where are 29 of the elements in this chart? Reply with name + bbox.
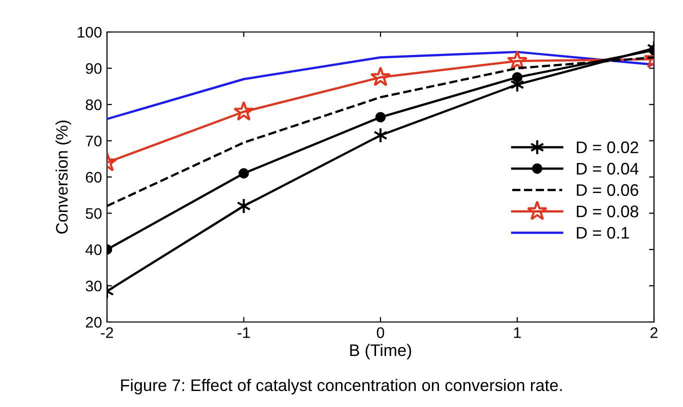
legend-label: D = 0.08 <box>576 206 638 218</box>
point <box>233 100 254 121</box>
y-tick-label: 100 <box>78 26 102 38</box>
legend-label: D = 0.06 <box>576 184 638 196</box>
x-tick-label: -1 <box>238 327 250 338</box>
y-tick-label: 60 <box>86 172 102 183</box>
y-tick-label: 40 <box>86 244 102 256</box>
point <box>370 66 391 86</box>
y-axis-title: Conversion (%) <box>56 120 72 234</box>
x-tick-label: -2 <box>100 327 114 338</box>
legend-label: D = 0.02 <box>576 141 638 154</box>
x-tick-label: 2 <box>650 327 658 338</box>
x-tick-label: 1 <box>514 327 521 338</box>
y-tick-label: 80 <box>86 99 102 110</box>
x-axis-title: B (Time) <box>350 344 412 360</box>
legend-label: D = 0.1 <box>576 226 629 239</box>
y-tick-label: 20 <box>86 316 102 328</box>
y-tick-label: 50 <box>86 208 102 219</box>
point <box>236 198 251 214</box>
y-tick-label: 70 <box>86 136 102 146</box>
point <box>506 50 528 70</box>
legend-label: D = 0.04 <box>576 162 639 175</box>
point <box>375 112 386 122</box>
x-tick-label: 0 <box>376 327 384 338</box>
line-series <box>107 50 654 120</box>
y-tick-label: 30 <box>86 280 102 292</box>
caption: Figure 7: Effect of catalyst concentration on conversion rate. <box>121 378 562 394</box>
y-tick-label: 90 <box>86 63 102 74</box>
point <box>238 168 249 179</box>
